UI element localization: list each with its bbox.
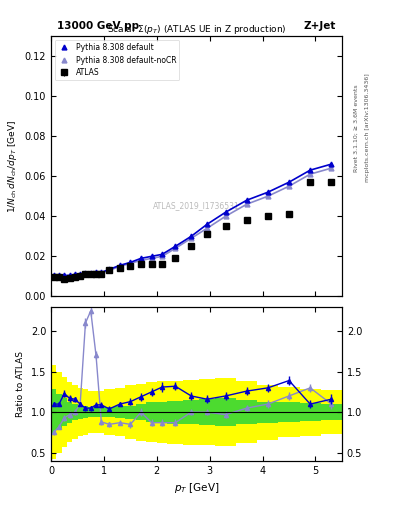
Pythia 8.308 default-noCR [189,235,194,241]
Pythia 8.308 default-noCR [266,193,270,199]
Pythia 8.308 default [78,271,83,278]
Pythia 8.308 default [57,272,61,279]
Pythia 8.308 default-noCR [149,255,154,262]
Pythia 8.308 default [286,179,291,185]
Pythia 8.308 default-noCR [160,253,165,260]
Pythia 8.308 default [223,209,228,216]
Pythia 8.308 default-noCR [244,201,249,207]
Pythia 8.308 default [94,269,98,275]
Pythia 8.308 default [266,189,270,195]
Legend: Pythia 8.308 default, Pythia 8.308 default-noCR, ATLAS: Pythia 8.308 default, Pythia 8.308 defau… [55,39,179,80]
Text: mcplots.cern.ch [arXiv:1306.3436]: mcplots.cern.ch [arXiv:1306.3436] [365,74,371,182]
Pythia 8.308 default-noCR [118,263,122,269]
Pythia 8.308 default-noCR [99,270,104,276]
Pythia 8.308 default [329,161,334,167]
Pythia 8.308 default-noCR [88,271,93,277]
Pythia 8.308 default-noCR [107,267,112,273]
Pythia 8.308 default [83,270,88,276]
Pythia 8.308 default-noCR [94,270,98,276]
Pythia 8.308 default [149,253,154,260]
Pythia 8.308 default [173,243,178,249]
Pythia 8.308 default-noCR [73,272,77,279]
Pythia 8.308 default [128,259,133,265]
Pythia 8.308 default-noCR [128,260,133,266]
Pythia 8.308 default-noCR [286,183,291,189]
Text: ATLAS_2019_I1736531: ATLAS_2019_I1736531 [153,201,240,210]
Line: Pythia 8.308 default-noCR: Pythia 8.308 default-noCR [51,166,334,280]
Pythia 8.308 default-noCR [308,171,312,177]
Pythia 8.308 default [118,262,122,268]
Y-axis label: $1/N_\mathrm{ch}\,dN_\mathrm{ch}/dp_T$ [GeV]: $1/N_\mathrm{ch}\,dN_\mathrm{ch}/dp_T$ [… [6,120,19,212]
Pythia 8.308 default-noCR [78,272,83,278]
Pythia 8.308 default-noCR [67,273,72,279]
Pythia 8.308 default-noCR [51,274,56,281]
Line: Pythia 8.308 default: Pythia 8.308 default [51,162,334,278]
Pythia 8.308 default-noCR [223,213,228,219]
Pythia 8.308 default [62,272,67,279]
Pythia 8.308 default-noCR [83,271,88,278]
Pythia 8.308 default [73,271,77,278]
Pythia 8.308 default-noCR [139,258,143,264]
Pythia 8.308 default-noCR [205,225,209,231]
Title: Scalar $\Sigma(p_T)$ (ATLAS UE in Z production): Scalar $\Sigma(p_T)$ (ATLAS UE in Z prod… [107,23,286,36]
Text: Rivet 3.1.10; ≥ 3.6M events: Rivet 3.1.10; ≥ 3.6M events [354,84,359,172]
Pythia 8.308 default [205,221,209,227]
Text: 13000 GeV pp: 13000 GeV pp [57,20,139,31]
Pythia 8.308 default [51,272,56,279]
Pythia 8.308 default [99,269,104,275]
Pythia 8.308 default [107,266,112,272]
Pythia 8.308 default [160,251,165,258]
Pythia 8.308 default-noCR [173,245,178,251]
Pythia 8.308 default [139,255,143,262]
Pythia 8.308 default [88,270,93,276]
Text: Z+Jet: Z+Jet [304,20,336,31]
Pythia 8.308 default [189,233,194,240]
Pythia 8.308 default-noCR [62,273,67,280]
Pythia 8.308 default [308,167,312,173]
Pythia 8.308 default [244,197,249,203]
Y-axis label: Ratio to ATLAS: Ratio to ATLAS [16,351,25,417]
Pythia 8.308 default-noCR [329,165,334,171]
X-axis label: $p_T$ [GeV]: $p_T$ [GeV] [174,481,219,495]
Pythia 8.308 default [67,272,72,279]
Pythia 8.308 default-noCR [57,274,61,280]
